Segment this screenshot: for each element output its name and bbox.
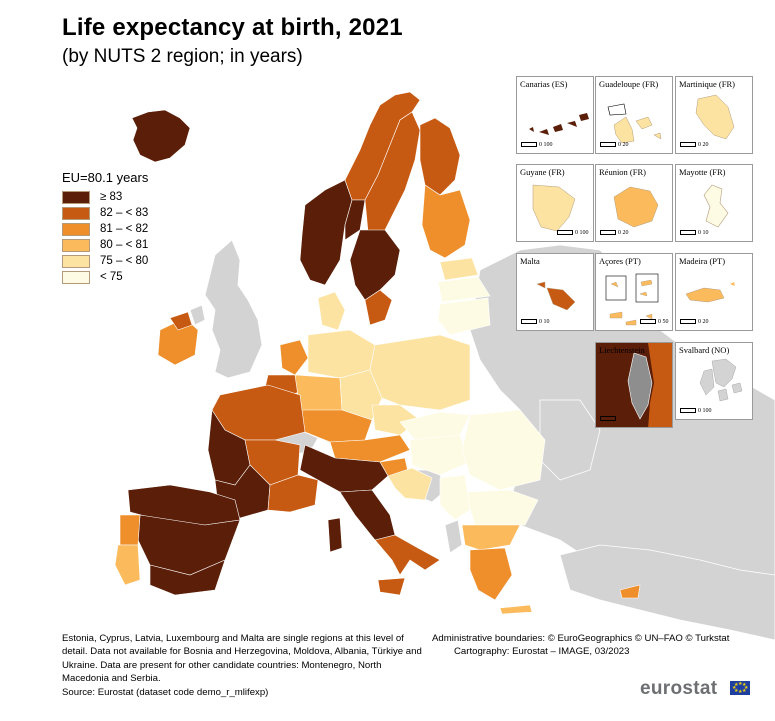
inset-label: Liechtenstein: [599, 345, 645, 355]
inset-guadeloupe[interactable]: Guadeloupe (FR) 0 20: [595, 76, 673, 154]
region-portugal-north: [119, 514, 141, 546]
scale-bar: 0 100: [680, 408, 712, 414]
map-regions: [114, 91, 641, 615]
legend-label: < 75: [100, 271, 123, 283]
footnote-text: Estonia, Cyprus, Latvia, Luxembourg and …: [62, 633, 422, 685]
legend-label: 80 – < 81: [100, 239, 149, 251]
credits: Administrative boundaries: © EuroGeograp…: [432, 632, 729, 659]
legend-swatch: [62, 222, 90, 236]
inset-label: Réunion (FR): [599, 167, 646, 177]
region-germany-north: [307, 329, 376, 379]
legend-item: ≥ 83: [62, 189, 148, 205]
region-spain-south: [149, 559, 226, 596]
map-legend: EU=80.1 years ≥ 83 82 – < 83 81 – < 82 8…: [62, 170, 148, 285]
credits-cartography: Cartography: Eurostat – IMAGE, 03/2023: [454, 646, 630, 658]
legend-swatch: [62, 206, 90, 220]
region-bulgaria: [464, 489, 539, 526]
scale-bar: 0 100: [521, 142, 553, 148]
non-eu-land: [189, 239, 775, 641]
region-finland-north: [419, 117, 461, 196]
scale-bar: 0 20: [600, 142, 629, 148]
legend-item: 75 – < 80: [62, 253, 148, 269]
scale-bar: 0 20: [680, 319, 709, 325]
legend-swatch: [62, 254, 90, 268]
scale-bar: 0 20: [600, 230, 629, 236]
region-netherlands: [279, 339, 309, 376]
inset-label: Canarias (ES): [520, 79, 568, 89]
legend-label: 82 – < 83: [100, 207, 149, 219]
region-greece-crete: [499, 604, 533, 615]
inset-liechtenstein[interactable]: Liechtenstein: [595, 342, 673, 428]
region-estonia: [439, 257, 479, 281]
region-sweden-mid: [349, 229, 401, 301]
inset-label: Mayotte (FR): [679, 167, 726, 177]
legend-label: ≥ 83: [100, 191, 123, 203]
inset-label: Açores (PT): [599, 256, 641, 266]
region-italy-central: [339, 489, 396, 541]
page-title: Life expectancy at birth, 2021: [62, 14, 403, 41]
legend-swatch: [62, 270, 90, 284]
credits-boundaries: Administrative boundaries: © EuroGeograp…: [432, 633, 730, 644]
region-greece-south: [469, 547, 513, 601]
legend-item: 80 – < 81: [62, 237, 148, 253]
inset-label: Martinique (FR): [679, 79, 735, 89]
region-romania: [461, 409, 546, 491]
region-italy-sicily: [377, 577, 406, 596]
legend-label: 81 – < 82: [100, 223, 149, 235]
inset-label: Malta: [520, 256, 540, 266]
region-latvia: [437, 276, 491, 303]
inset-label: Svalbard (NO): [679, 345, 730, 355]
region-italy-south: [374, 534, 441, 576]
inset-acores[interactable]: Açores (PT) 0 50: [595, 253, 673, 331]
legend-item: 82 – < 83: [62, 205, 148, 221]
inset-label: Guadeloupe (FR): [599, 79, 659, 89]
inset-label: Madeira (PT): [679, 256, 726, 266]
region-ireland-nw: [169, 311, 193, 331]
region-greece-north: [461, 524, 521, 551]
region-norway-south: [299, 179, 353, 286]
region-italy-sardinia: [327, 517, 343, 553]
region-serbia: [439, 474, 471, 521]
region-poland: [369, 334, 471, 411]
inset-svalbard[interactable]: Svalbard (NO) 0 100: [675, 342, 753, 420]
legend-swatch: [62, 238, 90, 252]
legend-swatch: [62, 190, 90, 204]
inset-mayotte[interactable]: Mayotte (FR) 0 10: [675, 164, 753, 242]
region-lithuania: [437, 297, 491, 336]
region-portugal-south: [114, 544, 141, 586]
inset-madeira[interactable]: Madeira (PT) 0 20: [675, 253, 753, 331]
inset-guyane[interactable]: Guyane (FR) 0 100: [516, 164, 594, 242]
legend-label: 75 – < 80: [100, 255, 149, 267]
region-sweden-north: [364, 111, 421, 233]
page-subtitle: (by NUTS 2 region; in years): [62, 46, 303, 67]
region-croatia: [387, 467, 433, 501]
scale-bar: 0 100: [557, 230, 589, 236]
scale-bar: 0 20: [680, 142, 709, 148]
region-sweden-south: [364, 289, 393, 326]
legend-item: 81 – < 82: [62, 221, 148, 237]
region-slovakia: [399, 411, 471, 441]
inset-reunion[interactable]: Réunion (FR) 0 20: [595, 164, 673, 242]
region-iceland: [131, 109, 191, 163]
inset-label: Guyane (FR): [520, 167, 565, 177]
legend-item: < 75: [62, 269, 148, 285]
inset-canarias[interactable]: Canarias (ES) 0 100: [516, 76, 594, 154]
footnote: Estonia, Cyprus, Latvia, Luxembourg and …: [62, 632, 422, 699]
inset-martinique[interactable]: Martinique (FR) 0 20: [675, 76, 753, 154]
scale-bar: 0 10: [521, 319, 550, 325]
region-hungary: [409, 434, 471, 476]
inset-malta[interactable]: Malta 0 10: [516, 253, 594, 331]
region-cyprus: [619, 584, 641, 599]
scale-bar: 0 10: [680, 230, 709, 236]
eu-flag-icon: ★ ★ ★ ★ ★ ★ ★ ★: [730, 681, 750, 695]
region-finland-south: [421, 184, 471, 259]
region-france-southeast: [267, 474, 319, 513]
source-note: Source: Eurostat (dataset code demo_r_ml…: [62, 686, 269, 698]
region-denmark: [317, 291, 346, 331]
eurostat-logo: eurostat: [640, 678, 718, 699]
legend-title: EU=80.1 years: [62, 170, 149, 185]
scale-bar: 0 50: [640, 319, 669, 325]
scale-bar: [600, 416, 618, 422]
